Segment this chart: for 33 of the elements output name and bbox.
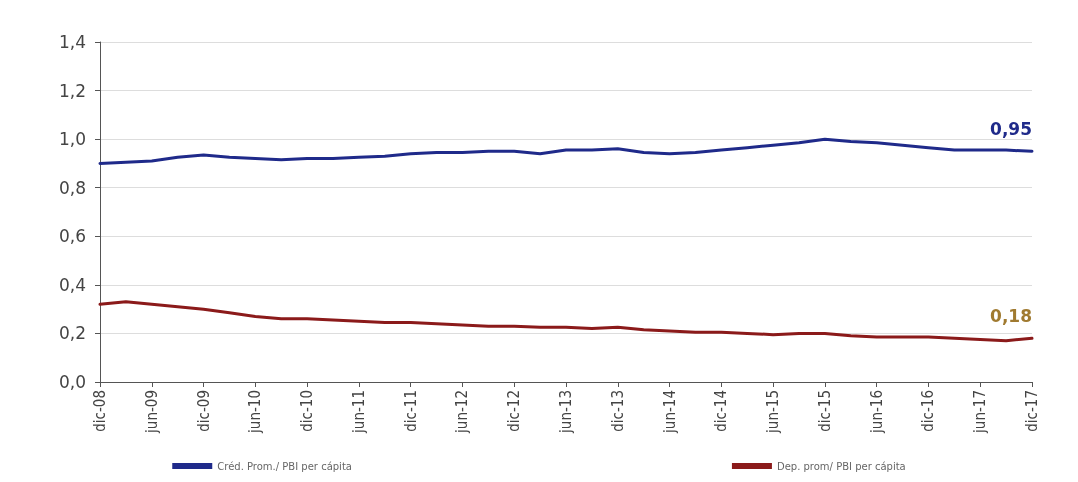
x-tick-label: dic-11	[401, 390, 420, 432]
y-tick-label: 0,4	[58, 274, 86, 295]
x-tick-label: jun-16	[867, 390, 886, 434]
x-tick-label: dic-15	[815, 390, 834, 432]
x-tick-label: dic-08	[91, 390, 109, 432]
line-series	[98, 300, 1034, 343]
x-tick-label: jun-09	[142, 390, 161, 434]
x-tick-label: dic-10	[298, 390, 317, 432]
y-tick-label: 0,0	[58, 372, 86, 392]
line-series	[98, 137, 1034, 165]
x-tick-label: jun-15	[764, 390, 783, 434]
y-tick-label: 0,2	[58, 323, 86, 344]
annotation: 0,18	[990, 305, 1032, 326]
x-tick-label: jun-14	[660, 390, 679, 434]
legend-label: Dep. prom/ PBI per cápita	[776, 460, 906, 472]
y-tick-label: 0,6	[58, 226, 86, 247]
y-tick-label: 1,2	[58, 80, 86, 101]
y-tick-label: 1,0	[58, 129, 86, 150]
x-tick-label: jun-11	[349, 390, 368, 434]
x-tick-label: dic-17	[1023, 390, 1041, 432]
x-tick-label: jun-12	[453, 390, 472, 434]
y-tick-label: 1,4	[58, 32, 86, 52]
x-tick-label: dic-09	[194, 390, 213, 432]
annotation: 0,95	[990, 118, 1032, 139]
x-tick-label: jun-10	[246, 390, 265, 434]
legend-label: Créd. Prom./ PBI per cápita	[217, 460, 352, 472]
x-tick-label: jun-17	[971, 390, 990, 434]
x-tick-label: dic-12	[505, 390, 524, 432]
x-tick-label: dic-16	[919, 390, 938, 432]
x-tick-label: dic-14	[712, 390, 731, 432]
x-tick-label: dic-13	[608, 390, 627, 432]
y-tick-label: 0,8	[58, 177, 86, 198]
x-tick-label: jun-13	[557, 390, 575, 434]
